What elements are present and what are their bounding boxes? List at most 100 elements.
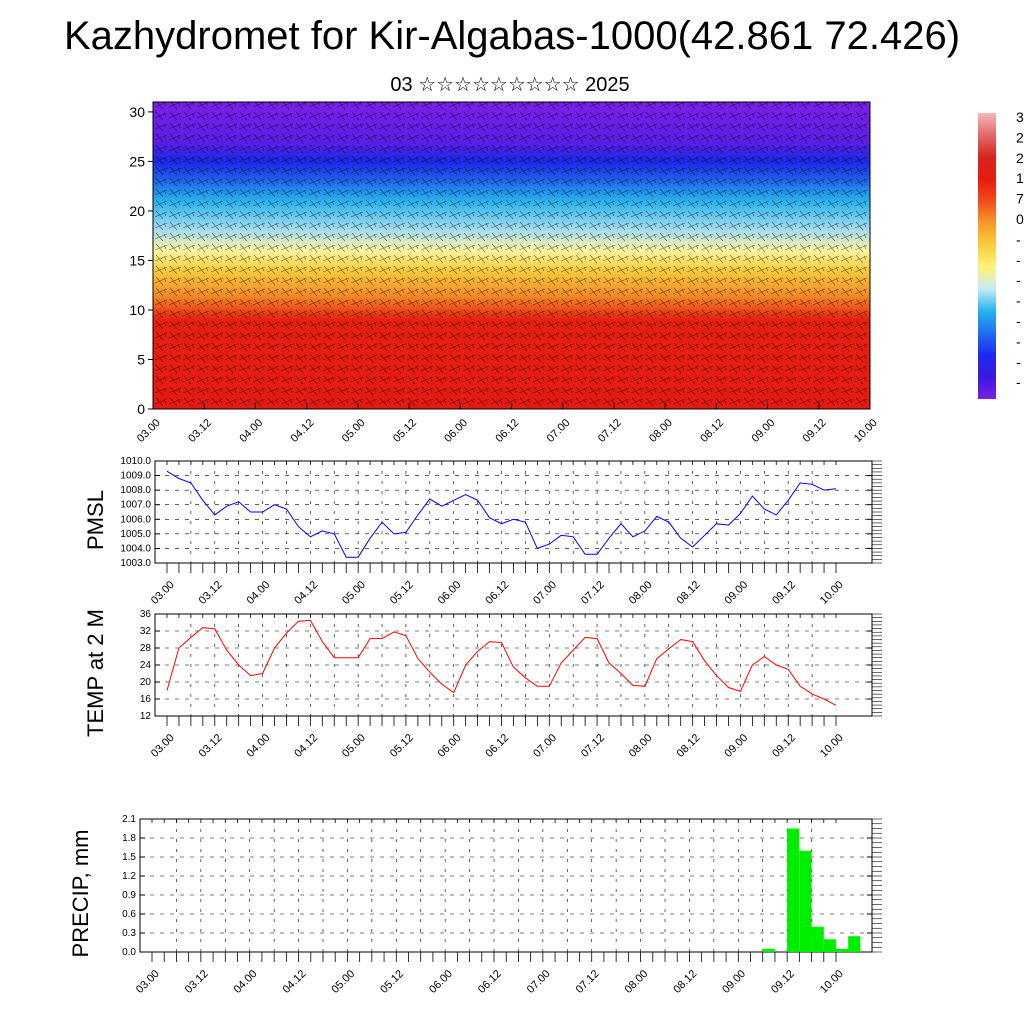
colorbar-tick-label: - (1016, 333, 1021, 349)
x-tick-label: 07.12 (596, 417, 624, 445)
y-tick-label: 1005.0 (120, 529, 151, 540)
x-tick-label: 10.00 (818, 732, 846, 760)
y-axis-label: PMSL (83, 490, 108, 550)
x-tick-label: 04.12 (292, 579, 320, 607)
x-tick-label: 03.00 (134, 968, 162, 996)
y-tick-label: 36 (140, 609, 152, 620)
colorbar-tick-label: 2 (1016, 150, 1024, 166)
x-tick-label: 05.00 (329, 968, 357, 996)
y-tick-label: 1008.0 (120, 485, 151, 496)
chart-subtitle: 03 ☆☆☆☆☆☆☆☆☆ 2025 (390, 74, 630, 96)
y-tick-label: 0 (137, 401, 145, 417)
x-tick-label: 08.12 (675, 579, 703, 607)
x-tick-label: 03.00 (135, 417, 163, 445)
y-tick-label: 32 (140, 626, 152, 637)
x-tick-label: 03.00 (149, 579, 177, 607)
y-tick-label: 1004.0 (120, 543, 151, 554)
precip-bar (799, 850, 812, 952)
cross-section-panel: 0 5 10 15 20 25 30 03.00 03.12 04.00 04.12 05.00 05… (129, 101, 880, 445)
y-tick-label: 30 (129, 104, 145, 120)
x-tick-label: 08.00 (622, 968, 650, 996)
colorbar-tick-label: - (1016, 374, 1021, 390)
colorbar-tick-label: - (1016, 231, 1021, 247)
x-tick-label: 10.00 (852, 417, 880, 445)
cross-section-y-axis: 0 5 10 15 20 25 30 (129, 104, 153, 417)
y-tick-label: 1.5 (122, 852, 136, 863)
x-tick-label: 04.00 (244, 579, 272, 607)
precip-bar (823, 939, 836, 952)
x-tick-label: 08.00 (647, 417, 675, 445)
x-tick-label: 03.12 (197, 579, 225, 607)
x-tick-label: 05.00 (340, 579, 368, 607)
y-tick-label: 24 (140, 660, 152, 671)
y-tick-label: 1007.0 (120, 500, 151, 511)
x-tick-label: 09.00 (722, 579, 750, 607)
x-tick-label: 09.12 (770, 579, 798, 607)
x-tick-label: 05.12 (388, 732, 416, 760)
colorbar-bar (978, 113, 996, 399)
x-tick-label: 09.00 (749, 417, 777, 445)
series-line (166, 619, 837, 706)
x-tick-label: 05.12 (378, 968, 406, 996)
colorbar-tick-label: 0 (1016, 211, 1024, 227)
y-tick-label: 12 (140, 711, 152, 722)
x-tick-label: 03.12 (183, 968, 211, 996)
x-tick-label: 08.12 (675, 732, 703, 760)
x-tick-label: 03.00 (149, 732, 177, 760)
x-tick-label: 06.00 (427, 968, 455, 996)
y-tick-label: 20 (140, 677, 152, 688)
x-tick-label: 07.00 (531, 732, 559, 760)
colorbar-tick-label: - (1016, 293, 1021, 309)
x-tick-label: 08.12 (671, 968, 699, 996)
x-tick-label: 04.00 (244, 732, 272, 760)
x-tick-label: 09.00 (722, 732, 750, 760)
chart-title: Kazhydromet for Kir-Algabas-1000(42.861 … (63, 14, 961, 58)
x-tick-label: 04.12 (292, 732, 320, 760)
colorbar-ticks: 3 2 2 1 7 0 - - - - - - - - (1016, 109, 1024, 390)
y-tick-label: 1.8 (122, 833, 136, 844)
x-tick-label: 07.12 (579, 579, 607, 607)
x-tick-label: 09.12 (801, 417, 829, 445)
x-tick-label: 06.00 (436, 579, 464, 607)
y-tick-label: 1003.0 (120, 558, 151, 569)
colorbar-tick-label: 1 (1016, 170, 1024, 186)
x-tick-label: 03.12 (197, 732, 225, 760)
colorbar-tick-label: - (1016, 272, 1021, 288)
x-tick-label: 04.00 (237, 417, 265, 445)
x-tick-label: 04.12 (280, 968, 308, 996)
x-tick-label: 06.12 (483, 732, 511, 760)
x-tick-label: 04.00 (232, 968, 260, 996)
y-tick-label: 5 (137, 351, 145, 367)
x-tick-label: 09.00 (720, 968, 748, 996)
colorbar-tick-label: - (1016, 252, 1021, 268)
x-tick-label: 07.00 (531, 579, 559, 607)
y-tick-label: 1.2 (122, 871, 136, 882)
y-axis-label: TEMP at 2 M (83, 609, 108, 737)
x-tick-label: 06.00 (436, 732, 464, 760)
y-tick-label: 1010.0 (120, 456, 151, 467)
x-tick-label: 05.12 (391, 417, 419, 445)
temperature-panel: 12 16 20 24 28 32 36 03.00 03.12 04.00 04.12 05.00 0… (83, 609, 882, 760)
y-tick-label: 16 (140, 694, 152, 705)
x-tick-label: 05.00 (340, 417, 368, 445)
colorbar-tick-label: 7 (1016, 191, 1024, 207)
colorbar: 3 2 2 1 7 0 - - - - - - - - (978, 109, 1024, 399)
y-tick-label: 25 (129, 153, 145, 169)
y-tick-label: 28 (140, 643, 152, 654)
colorbar-tick-label: - (1016, 354, 1021, 370)
x-tick-label: 07.00 (525, 968, 553, 996)
colorbar-tick-label: 3 (1016, 109, 1024, 125)
x-tick-label: 05.00 (340, 732, 368, 760)
x-tick-label: 09.12 (769, 968, 797, 996)
x-tick-label: 03.12 (186, 417, 214, 445)
x-tick-label: 10.00 (818, 968, 846, 996)
x-tick-label: 07.12 (574, 968, 602, 996)
y-tick-label: 1006.0 (120, 514, 151, 525)
x-tick-label: 04.12 (289, 417, 317, 445)
precip-bar (848, 936, 861, 952)
x-tick-label: 05.12 (388, 579, 416, 607)
x-tick-label: 06.12 (476, 968, 504, 996)
precipitation-panel: 0.0 0.3 0.6 0.9 1.2 1.5 1.8 2.1 03.00 03.12 04.00 0… (68, 814, 882, 996)
x-tick-label: 06.00 (442, 417, 470, 445)
